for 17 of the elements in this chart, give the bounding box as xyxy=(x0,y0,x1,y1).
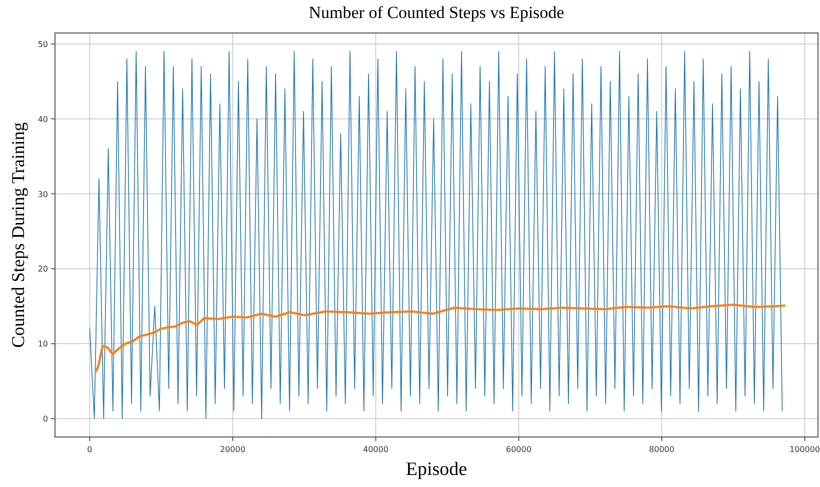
line-series xyxy=(94,304,787,374)
x-tick-label: 0 xyxy=(87,445,92,454)
y-tick-label: 50 xyxy=(38,40,48,49)
x-tick-label: 40000 xyxy=(362,445,388,454)
y-tick-label: 0 xyxy=(42,414,48,424)
chart-title: Number of Counted Steps vs Episode xyxy=(308,3,564,22)
x-tick-label: 80000 xyxy=(649,445,674,454)
x-tick-label: 20000 xyxy=(220,445,246,454)
y-tick-label: 10 xyxy=(38,340,48,349)
x-tick-label: 60000 xyxy=(506,445,532,454)
y-tick-label: 30 xyxy=(38,190,48,199)
line-series xyxy=(89,50,783,420)
y-axis-title: Counted Steps During Training xyxy=(8,122,28,348)
y-tick-label: 40 xyxy=(38,114,48,124)
y-tick-label: 20 xyxy=(38,264,48,274)
x-axis-title: Episode xyxy=(406,459,468,480)
x-tick-label: 100000 xyxy=(789,445,820,454)
